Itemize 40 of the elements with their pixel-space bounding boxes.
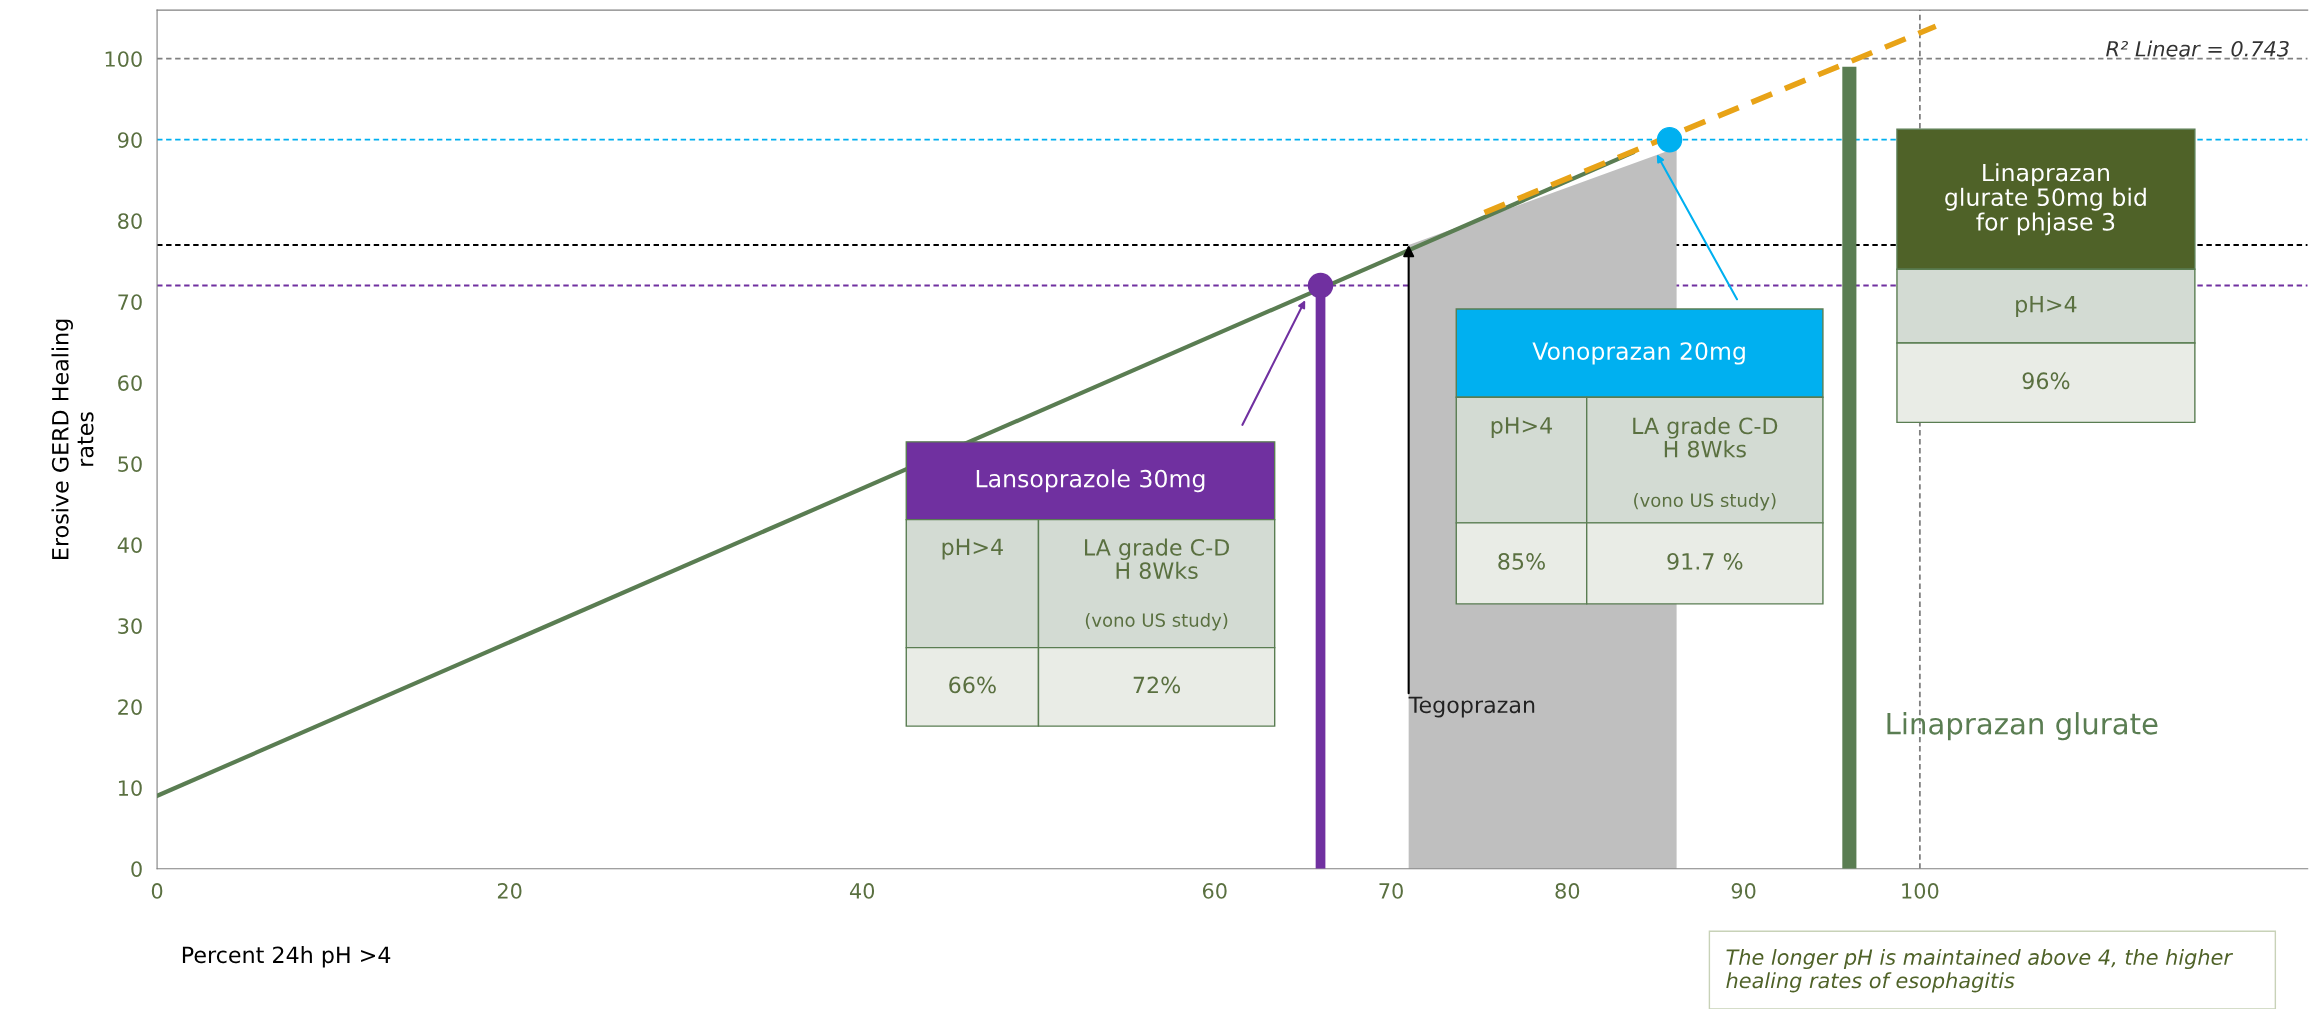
annotation: Tegoprazan (1408, 696, 1535, 718)
annotation: 85% (1498, 553, 1545, 570)
annotation: (vono US study) (1634, 493, 1776, 511)
annotation: 91.7 % (1667, 553, 1743, 570)
x-tick-label: 20 (497, 883, 522, 899)
annotation: LA grade C-D H 8Wks (1085, 538, 1230, 579)
annotation: pH>4 (2016, 296, 2077, 317)
y-tick-label: 90 (117, 132, 142, 148)
x-tick-label: 0 (151, 883, 163, 899)
y-tick-label: 80 (118, 213, 142, 229)
y-tick-label: 30 (118, 618, 142, 634)
annotation: 72% (1133, 676, 1181, 694)
annotation: (vono US study) (1085, 612, 1228, 631)
annotation: pH>4 (1491, 417, 1553, 439)
y-tick-label: 70 (118, 294, 142, 310)
x-tick-label: 70 (1379, 883, 1403, 899)
y-tick-label: 100 (105, 51, 142, 67)
annotation: Linaprazan glurate 50mg bid for phjase 3 (1945, 163, 2146, 236)
annotation: Lansoprazole 30mg (976, 469, 1205, 493)
annotation: Vonoprazan 20mg (1532, 342, 1745, 365)
annotation: pH>4 (942, 538, 1003, 560)
annotation: LA grade C-D H 8Wks (1633, 417, 1778, 458)
text: The longer pH is maintained above 4, the higher healing rates of esophagitis (1726, 948, 2234, 993)
annotation: Linaprazan glurate (1887, 712, 2158, 741)
y-tick-label: 0 (131, 861, 142, 877)
annotation: 66% (949, 676, 996, 694)
x-axis-title: Percent 24h pH >4 (182, 946, 391, 968)
y-tick-label: 60 (118, 375, 142, 391)
annotation: 96% (2022, 372, 2070, 390)
x-tick-label: 100 (1902, 883, 1939, 899)
x-tick-label: 60 (1202, 883, 1227, 899)
y-tick-label: 10 (118, 780, 142, 796)
y-tick-label: 40 (117, 537, 142, 553)
y-tick-label: 20 (118, 699, 142, 715)
y-tick-label: 50 (118, 456, 142, 472)
x-tick-label: 80 (1555, 883, 1580, 899)
y-axis-title: Erosive GERD Healing rates (51, 319, 94, 559)
annotation: R² Linear = 0.743 (2106, 40, 2289, 57)
x-tick-label: 40 (849, 883, 875, 899)
x-tick-label: 90 (1731, 883, 1756, 899)
